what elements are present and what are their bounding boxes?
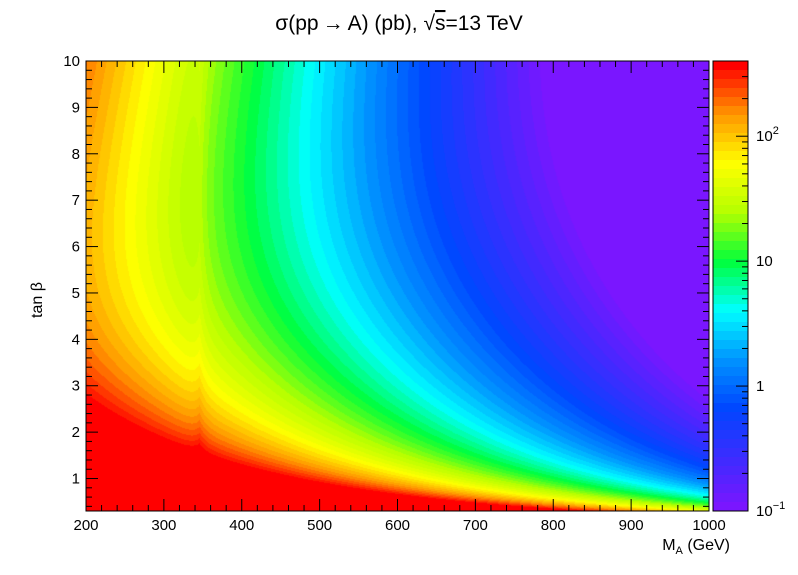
- x-tick-label: 200: [73, 517, 98, 534]
- y-axis-label: tan β: [29, 282, 46, 318]
- heatmap-image: [86, 61, 709, 511]
- palette-frame: [712, 60, 749, 512]
- x-axis-label: MA (GeV): [662, 537, 730, 557]
- z-tick-label: 102: [756, 125, 779, 145]
- y-tick-label: 5: [72, 285, 80, 302]
- x-tick-label: 900: [619, 517, 644, 534]
- z-axis: 10−1 1 10 102: [736, 60, 785, 520]
- y-tick-label: 3: [72, 378, 80, 395]
- x-tick-label: 800: [541, 517, 566, 534]
- y-tick-label: 1: [72, 471, 80, 488]
- y-tick-label: 4: [72, 331, 80, 348]
- x-tick-label: 300: [151, 517, 176, 534]
- x-tick-label: 600: [385, 517, 410, 534]
- title-sqrt-s: s: [435, 12, 446, 35]
- color-palette-bar: [712, 60, 749, 512]
- x-tick-label: 400: [229, 517, 254, 534]
- z-tick-label: 10: [756, 253, 773, 270]
- x-tick-label: 700: [463, 517, 488, 534]
- x-axis: 200 300 400 500 600 700 800 900 1000: [73, 61, 726, 534]
- y-tick-label: 8: [72, 146, 80, 163]
- x-tick-label: 500: [307, 517, 332, 534]
- z-tick-label: 10−1: [756, 500, 785, 520]
- chart-title: σ(pp → A) (pb), √s=13 TeV: [275, 12, 522, 35]
- heatmap-canvas: [86, 61, 709, 511]
- y-tick-label: 10: [63, 53, 80, 70]
- y-tick-label: 6: [72, 239, 80, 256]
- y-tick-label: 9: [72, 99, 80, 116]
- y-tick-label: 7: [72, 192, 80, 209]
- x-tick-label: 1000: [692, 517, 725, 534]
- y-tick-label: 2: [72, 424, 80, 441]
- palette-gradient: [713, 61, 748, 511]
- y-axis: 1 2 3 4 5 6 7 8 9 10: [63, 53, 709, 507]
- z-tick-label: 1: [756, 378, 764, 395]
